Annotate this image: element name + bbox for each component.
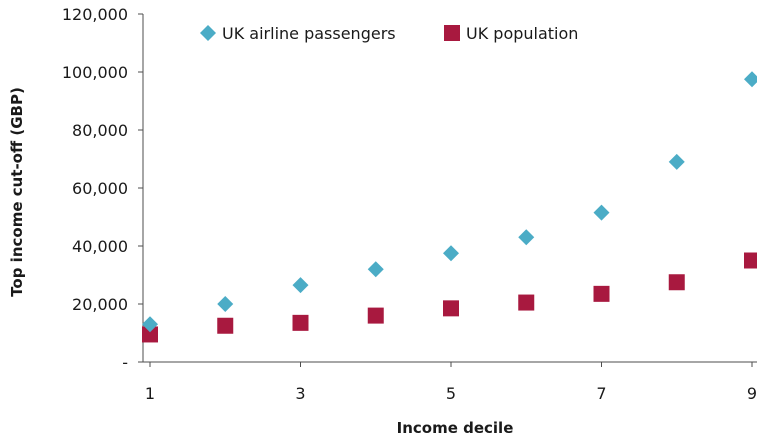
x-axis-title: Income decile <box>397 419 514 437</box>
series-square-markers <box>142 252 757 343</box>
x-tick-label: 9 <box>747 384 757 403</box>
x-tick-label: 5 <box>446 384 456 403</box>
y-ticks: - 20,000 40,000 60,000 80,000 100,000 120,000 <box>62 5 143 372</box>
y-tick-label: 120,000 <box>62 5 128 24</box>
legend-marker-square <box>444 25 460 41</box>
population-point <box>668 274 685 291</box>
y-tick-label: 100,000 <box>62 63 128 82</box>
y-tick-label: 20,000 <box>72 295 128 314</box>
population-point <box>518 294 535 311</box>
y-tick-label: 60,000 <box>72 179 128 198</box>
airline-passengers-point <box>668 153 685 170</box>
airline-passengers-point <box>443 245 459 262</box>
airline-passengers-point <box>292 277 309 294</box>
legend-marker-diamond <box>200 25 216 41</box>
population-point <box>142 326 158 343</box>
legend-label: UK population <box>466 24 578 43</box>
population-point <box>593 285 610 302</box>
legend: UK airline passengers UK population <box>200 24 578 43</box>
data-points <box>142 71 757 343</box>
y-tick-label: 40,000 <box>72 237 128 256</box>
series-diamond-markers <box>142 71 757 333</box>
airline-passengers-point <box>142 316 158 333</box>
population-point <box>744 252 757 269</box>
population-point <box>443 300 459 317</box>
airline-passengers-point <box>217 296 234 312</box>
airline-passengers-point <box>518 229 535 246</box>
population-point <box>367 307 384 324</box>
x-tick-label: 7 <box>596 384 606 403</box>
x-tick-label: 3 <box>295 384 305 403</box>
y-tick-label: 80,000 <box>72 121 128 140</box>
airline-passengers-point <box>744 71 757 88</box>
x-ticks: 1 3 5 7 9 <box>145 362 757 403</box>
airline-passengers-point <box>593 204 610 221</box>
population-point <box>217 317 234 334</box>
x-tick-label: 1 <box>145 384 155 403</box>
legend-label: UK airline passengers <box>222 24 396 43</box>
y-tick-label: - <box>122 353 128 372</box>
airline-passengers-point <box>367 261 384 278</box>
population-point <box>292 314 309 331</box>
y-axis-title: Top income cut-off (GBP) <box>8 87 26 297</box>
